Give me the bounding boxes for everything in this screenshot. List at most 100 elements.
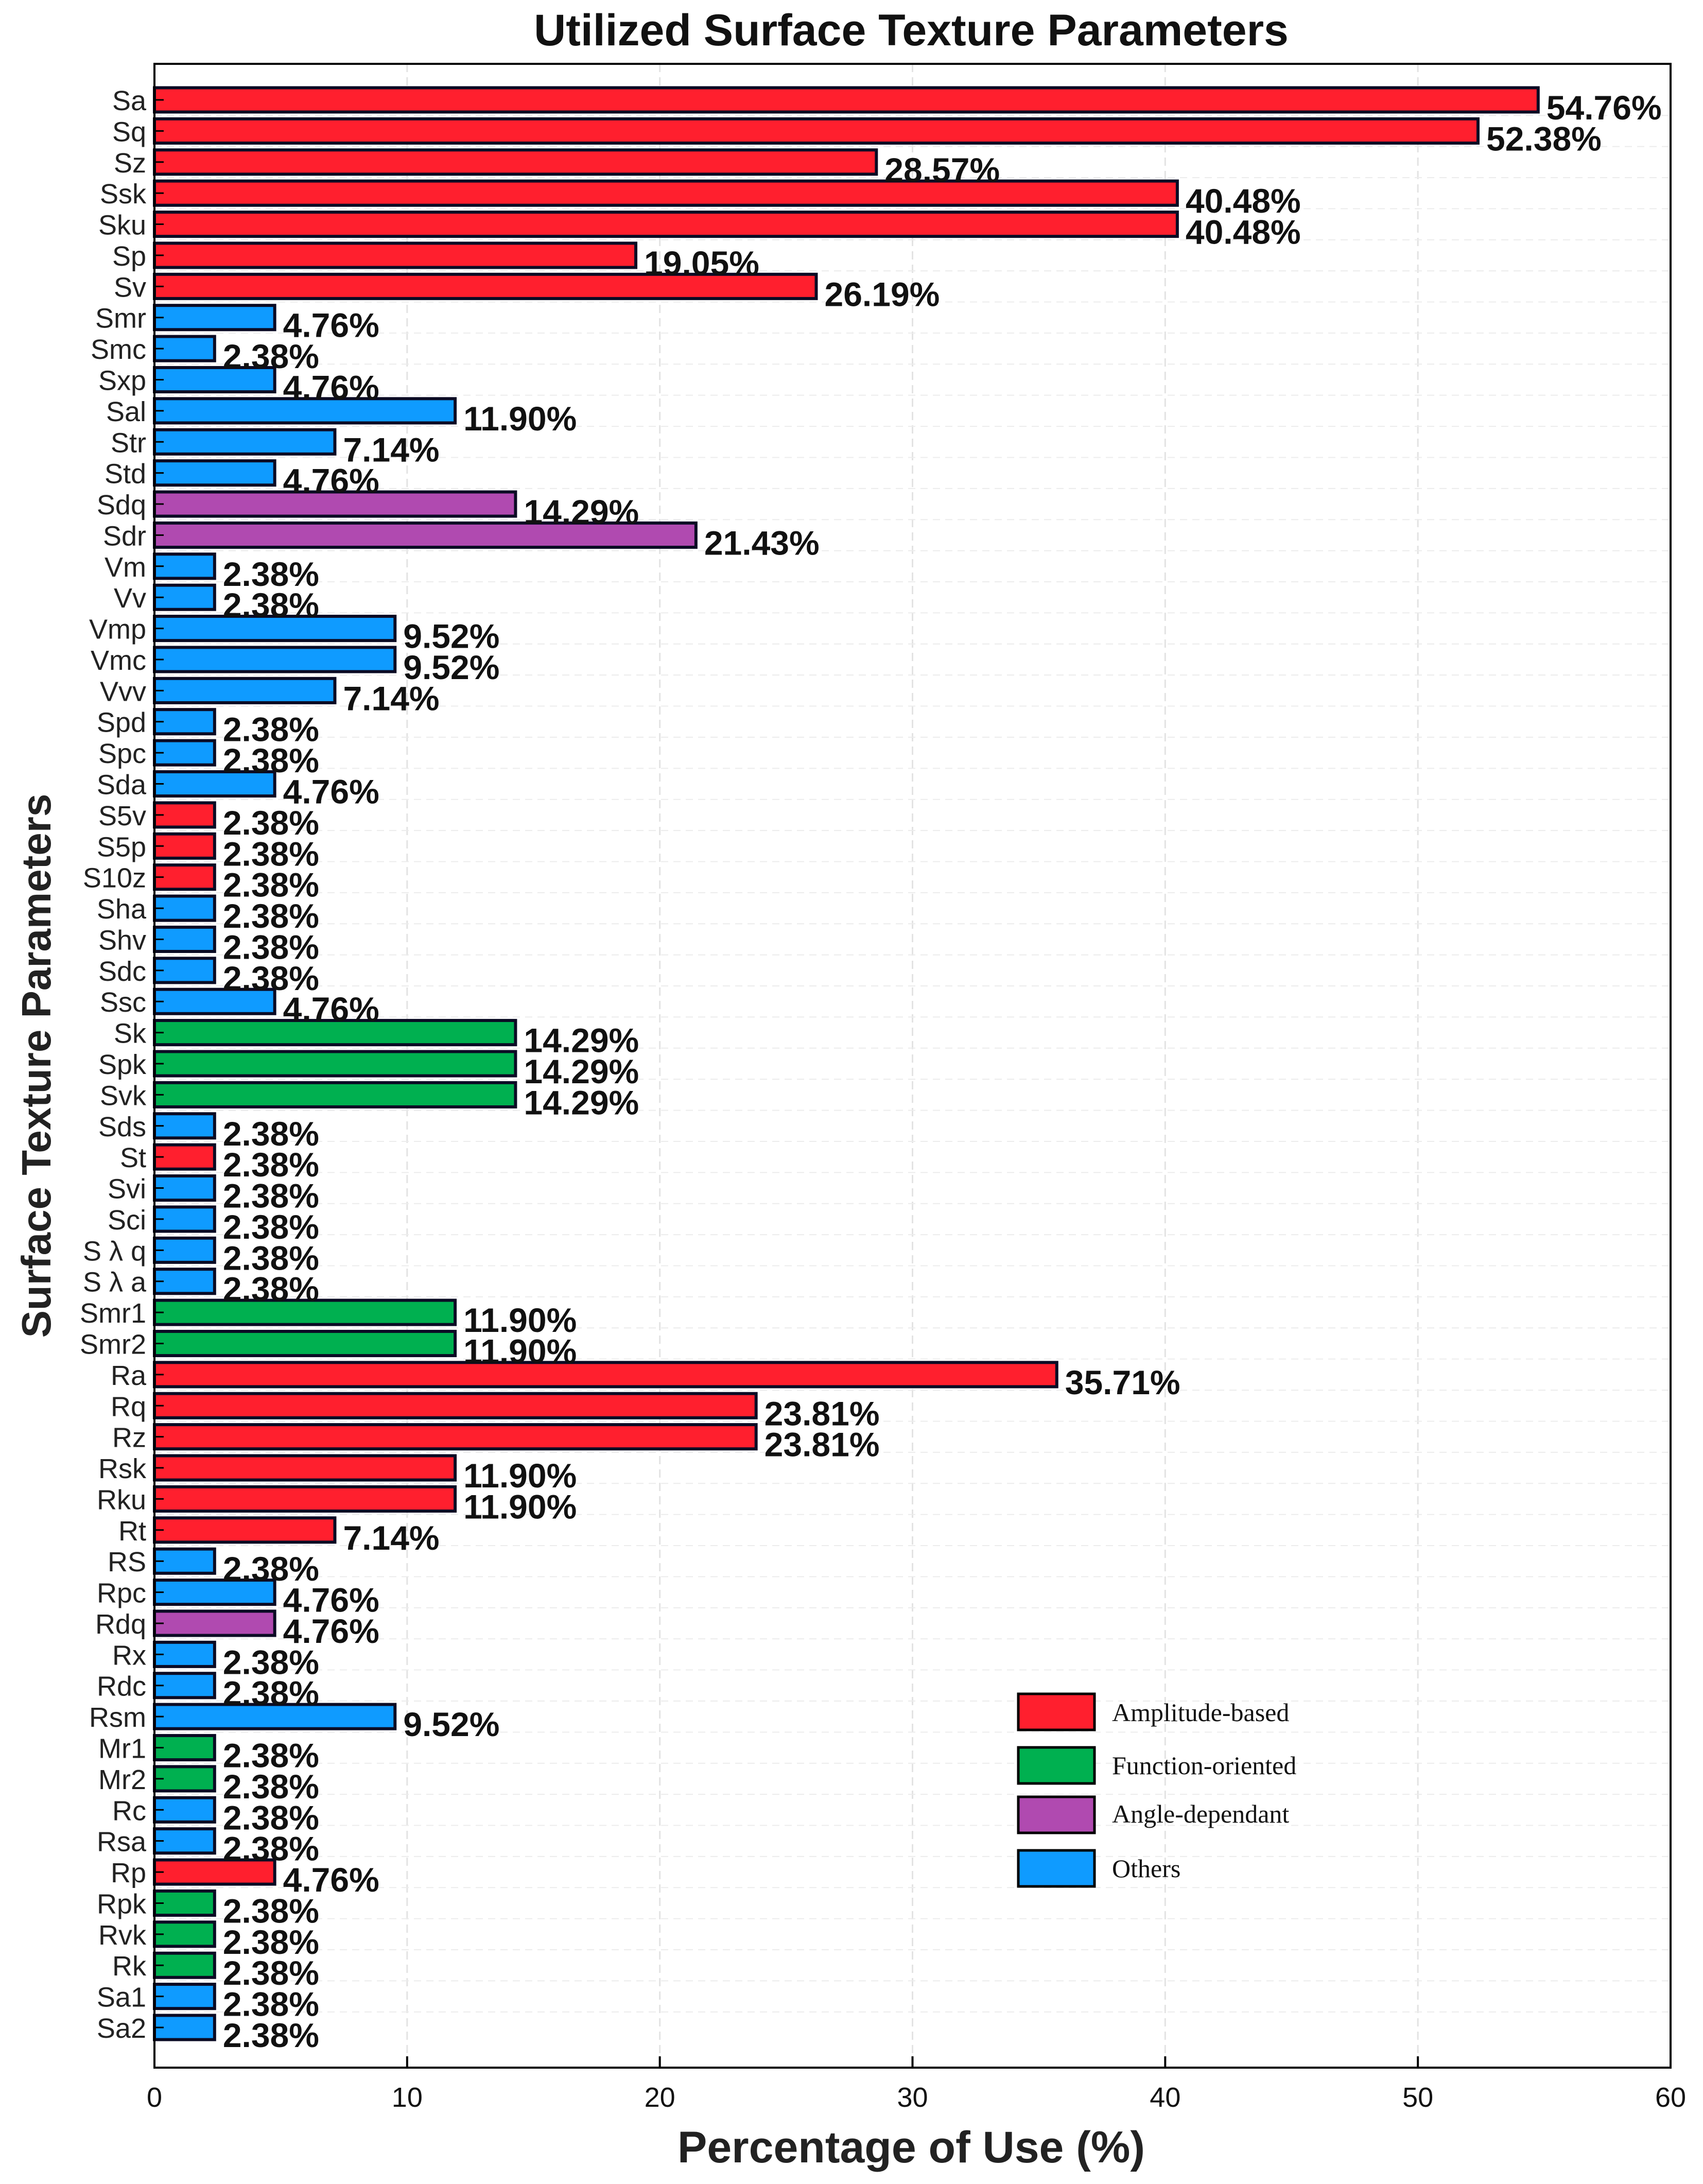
data-label: 14.29% xyxy=(524,1052,639,1090)
bar-vvv xyxy=(153,677,337,704)
data-label: 2.38% xyxy=(223,928,319,966)
bar-rdq xyxy=(153,1609,276,1637)
y-tick-label: S λ a xyxy=(83,1267,147,1298)
bar-rpc xyxy=(153,1579,276,1606)
data-label: 4.76% xyxy=(283,306,379,344)
x-tick-label: 20 xyxy=(645,2082,675,2113)
y-tick-label: Rx xyxy=(112,1640,146,1671)
y-tick-label: Vvv xyxy=(100,676,146,707)
y-tick-label: Smr1 xyxy=(80,1298,146,1329)
data-label: 4.76% xyxy=(283,1861,379,1899)
data-label: 9.52% xyxy=(403,648,499,686)
y-tick-label: Shv xyxy=(98,925,146,956)
bar-smr2 xyxy=(153,1329,457,1358)
bar-sz xyxy=(153,148,878,176)
y-tick-label: Rt xyxy=(118,1516,146,1547)
data-label: 4.76% xyxy=(283,368,379,406)
data-label: 2.38% xyxy=(223,1208,319,1246)
data-label: 2.38% xyxy=(223,1643,319,1681)
y-axis-labels: SaSqSzSskSkuSpSvSmrSmcSxpSalStrStdSdqSdr… xyxy=(80,85,147,2044)
legend-label-others: Others xyxy=(1112,1854,1180,1883)
data-label: 23.81% xyxy=(764,1394,880,1432)
y-tick-label: St xyxy=(120,1142,146,1173)
y-tick-label: S5v xyxy=(98,801,146,831)
y-tick-label: Mr1 xyxy=(98,1734,146,1764)
legend-label-angle: Angle-dependant xyxy=(1112,1799,1289,1828)
data-label: 52.38% xyxy=(1486,119,1602,158)
y-tick-label: Sda xyxy=(97,770,147,801)
bar-str xyxy=(153,428,337,456)
y-tick-label: Rpk xyxy=(97,1888,147,1919)
data-label: 4.76% xyxy=(283,1612,379,1650)
data-label: 2.38% xyxy=(223,897,319,935)
data-label: 14.29% xyxy=(524,1083,639,1121)
y-tick-label: Sq xyxy=(112,116,146,147)
bar-sdq xyxy=(153,490,517,518)
y-tick-label: Smr xyxy=(95,303,146,334)
data-label: 2.38% xyxy=(223,1923,319,1961)
bar-smr1 xyxy=(153,1298,457,1326)
bar-sv xyxy=(153,272,818,300)
data-label: 28.57% xyxy=(884,151,1000,189)
data-label: 2.38% xyxy=(223,835,319,873)
data-label: 11.90% xyxy=(463,1487,577,1526)
y-tick-label: Std xyxy=(105,459,146,490)
legend-swatch-function xyxy=(1017,1746,1096,1785)
y-tick-label: Spc xyxy=(98,738,146,769)
y-tick-label: Vmc xyxy=(91,645,146,676)
bar-rk xyxy=(153,1951,216,1979)
legend-label-amplitude: Amplitude-based xyxy=(1112,1698,1289,1727)
y-tick-label: Vv xyxy=(114,583,146,614)
data-label: 4.76% xyxy=(283,462,379,500)
data-label: 2.38% xyxy=(223,959,319,997)
bar-s5p xyxy=(153,832,216,860)
x-tick-label: 50 xyxy=(1402,2082,1433,2113)
data-label: 21.43% xyxy=(704,524,820,562)
bar-sal xyxy=(153,397,457,425)
bar-sdr xyxy=(153,521,698,549)
y-tick-label: Sdc xyxy=(98,956,146,987)
data-label: 7.14% xyxy=(343,679,439,717)
y-tick-label: Sds xyxy=(98,1112,146,1142)
y-tick-label: S10z xyxy=(83,863,146,894)
bar-s5v xyxy=(153,801,216,829)
data-label: 4.76% xyxy=(283,773,379,811)
bar-sk xyxy=(153,1019,517,1047)
bar-ssk xyxy=(153,179,1179,207)
bar-vmc xyxy=(153,646,397,673)
y-tick-label: Mr2 xyxy=(98,1764,146,1795)
data-label: 19.05% xyxy=(644,244,759,282)
y-tick-label: Sku xyxy=(98,210,146,241)
bar-sp xyxy=(153,241,638,269)
bar-spc xyxy=(153,739,216,767)
y-tick-label: Sxp xyxy=(98,365,146,396)
y-tick-label: Rz xyxy=(112,1423,146,1453)
y-tick-label: Spk xyxy=(98,1049,147,1080)
data-label: 2.38% xyxy=(223,2016,319,2054)
y-tick-label: Rdc xyxy=(97,1671,146,1702)
data-label: 14.29% xyxy=(524,493,639,531)
data-label: 11.90% xyxy=(463,1301,577,1339)
data-label: 2.38% xyxy=(223,1985,319,2023)
data-label: 14.29% xyxy=(524,1021,639,1060)
y-tick-label: Sa1 xyxy=(97,1982,146,2013)
bar-std xyxy=(153,459,276,487)
y-tick-label: Rsa xyxy=(97,1827,147,1858)
bar-sha xyxy=(153,894,216,922)
y-tick-label: Vmp xyxy=(89,614,146,645)
y-tick-label: Vm xyxy=(105,552,146,583)
bar-svk xyxy=(153,1081,517,1108)
y-tick-label: Rk xyxy=(112,1951,147,1982)
data-label: 7.14% xyxy=(343,430,439,469)
y-tick-label: Svk xyxy=(100,1080,147,1111)
y-tick-label: S λ q xyxy=(83,1236,146,1267)
y-tick-label: Smc xyxy=(91,334,146,365)
bar-ra xyxy=(153,1361,1058,1389)
data-label: 2.38% xyxy=(223,1177,319,1215)
data-label: 2.38% xyxy=(223,1239,319,1277)
data-label: 2.38% xyxy=(223,1550,319,1588)
bar-smr xyxy=(153,304,276,332)
data-label: 11.90% xyxy=(463,1457,577,1495)
data-label: 2.38% xyxy=(223,710,319,749)
